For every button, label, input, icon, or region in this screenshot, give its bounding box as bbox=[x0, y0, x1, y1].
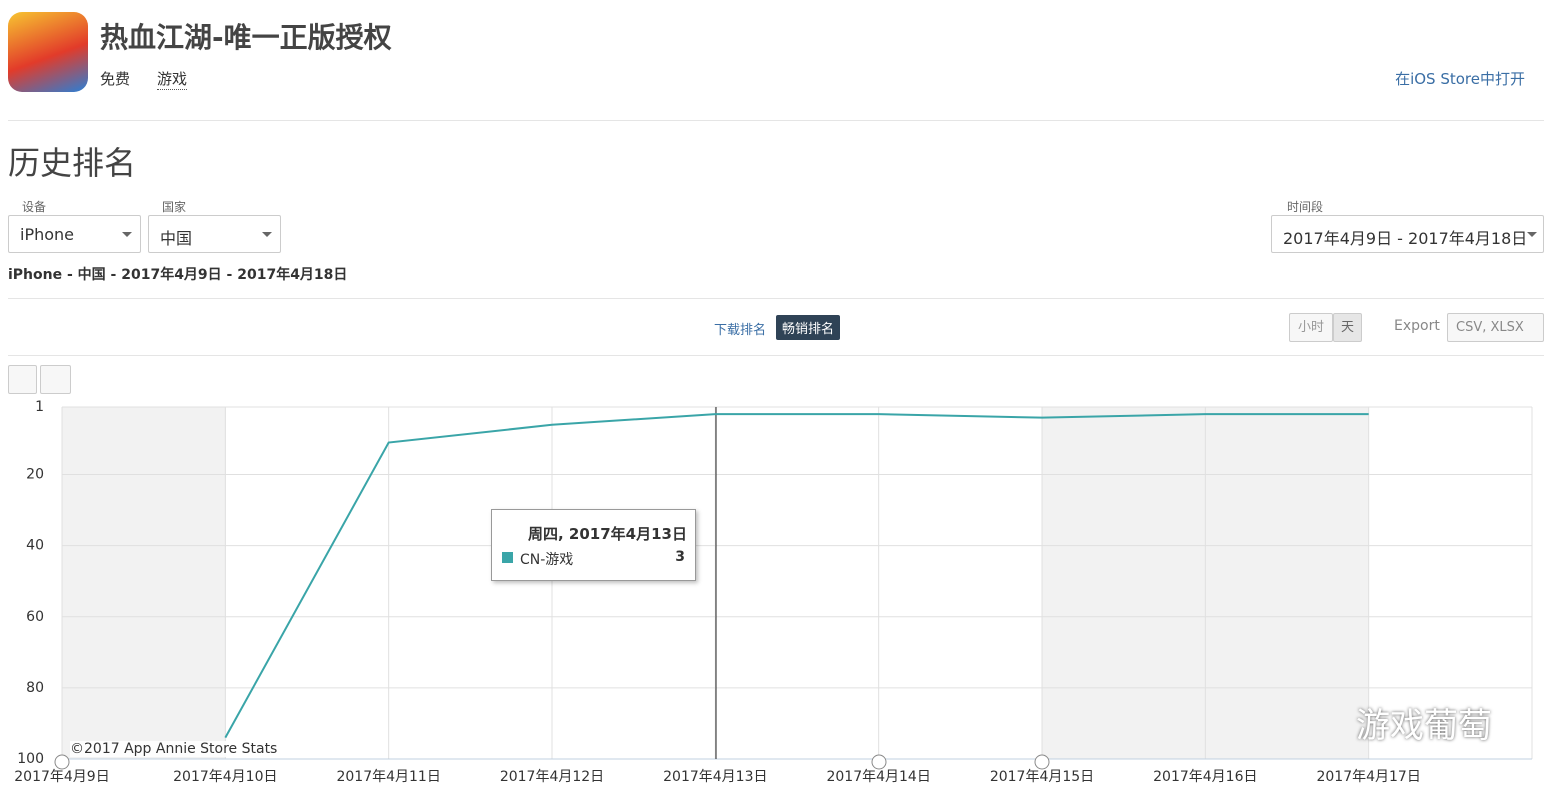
zoom[interactable] bbox=[40, 365, 71, 394]
event-flag bbox=[54, 754, 70, 770]
summary: iPhone - 中国 - 2017年4月9日 - 2017年4月18日 bbox=[8, 267, 348, 283]
store-link[interactable]: 在iOS Store中打开 bbox=[1395, 70, 1525, 88]
divider bbox=[8, 298, 1544, 299]
event-flag bbox=[1034, 754, 1050, 770]
x-tick-label: 2017年4月10日 bbox=[173, 769, 277, 785]
device-select[interactable]: iPhone bbox=[8, 215, 141, 253]
export[interactable]: Export bbox=[1394, 318, 1440, 334]
tooltip-swatch bbox=[502, 552, 513, 563]
y-tick-label: 1 bbox=[35, 399, 44, 415]
x-tick-label: 2017年4月11日 bbox=[336, 769, 440, 785]
device-label: 设备 bbox=[22, 200, 47, 214]
tooltip: 周四, 2017年4月13日 CN-游戏 3 bbox=[491, 509, 696, 581]
caret bbox=[262, 232, 272, 242]
app-title: 热血江湖-唯一正版授权 bbox=[100, 21, 392, 54]
y-tick-label: 60 bbox=[26, 609, 44, 625]
divider bbox=[8, 355, 1544, 356]
period-value: 2017年4月9日 - 2017年4月18日 bbox=[1283, 229, 1528, 248]
tab-active[interactable]: 畅销排名 bbox=[776, 315, 841, 340]
period-select[interactable]: 2017年4月9日 - 2017年4月18日 bbox=[1271, 215, 1544, 253]
watermark: 游戏葡萄 bbox=[1356, 706, 1492, 746]
genre-link[interactable]: 游戏 bbox=[157, 70, 188, 90]
tooltip-title: 周四, 2017年4月13日 bbox=[528, 525, 687, 543]
app-icon bbox=[8, 12, 88, 92]
country-select[interactable]: 中国 bbox=[148, 215, 281, 253]
reset-zoom[interactable] bbox=[8, 365, 37, 394]
section-title: 历史排名 bbox=[8, 144, 137, 182]
day-button[interactable]: 天 bbox=[1333, 313, 1362, 342]
x-tick-label: 2017年4月17日 bbox=[1316, 769, 1420, 785]
tooltip-value: 3 bbox=[675, 549, 685, 565]
x-tick-label: 2017年4月9日 bbox=[14, 769, 109, 785]
tab[interactable]: 下载排名 bbox=[714, 323, 767, 338]
country-value: 中国 bbox=[160, 229, 193, 248]
event-flag bbox=[871, 754, 887, 770]
caret bbox=[1527, 232, 1537, 242]
caret bbox=[122, 232, 132, 242]
country-label: 国家 bbox=[162, 200, 187, 214]
y-tick-label: 20 bbox=[26, 467, 44, 483]
y-tick-label: 100 bbox=[17, 751, 44, 767]
x-tick-label: 2017年4月15日 bbox=[990, 769, 1094, 785]
price: 免费 bbox=[100, 70, 131, 88]
series-line bbox=[224, 413, 1369, 739]
y-tick-label: 80 bbox=[26, 680, 44, 696]
export-formats[interactable]: CSV, XLSX bbox=[1447, 313, 1544, 342]
y-tick-label: 40 bbox=[26, 538, 44, 554]
period-label: 时间段 bbox=[1287, 200, 1324, 214]
x-tick-label: 2017年4月13日 bbox=[663, 769, 767, 785]
weekend-band bbox=[1042, 407, 1369, 759]
device-value: iPhone bbox=[20, 225, 75, 244]
copyright: ©2017 App Annie Store Stats bbox=[70, 741, 278, 757]
divider bbox=[8, 120, 1544, 121]
hour-button[interactable]: 小时 bbox=[1289, 313, 1333, 342]
x-tick-label: 2017年4月14日 bbox=[826, 769, 930, 785]
tooltip-series: CN-游戏 bbox=[520, 552, 574, 568]
x-tick-label: 2017年4月12日 bbox=[500, 769, 604, 785]
weekend-band bbox=[62, 407, 226, 759]
x-tick-label: 2017年4月16日 bbox=[1153, 769, 1257, 785]
